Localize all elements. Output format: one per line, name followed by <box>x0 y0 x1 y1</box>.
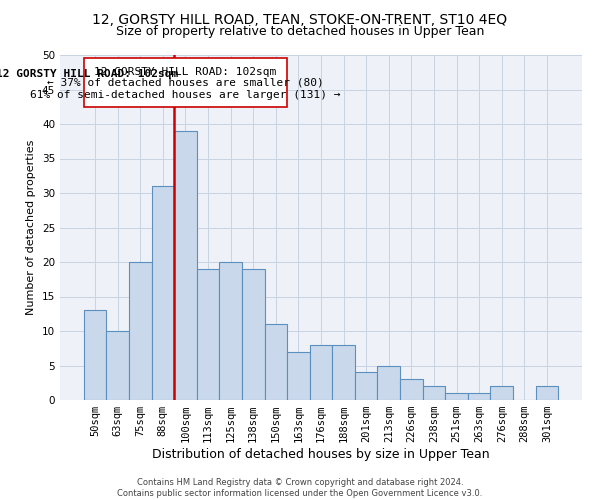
Bar <box>445 393 468 400</box>
Bar <box>536 386 558 400</box>
Text: Size of property relative to detached houses in Upper Tean: Size of property relative to detached ho… <box>116 25 484 38</box>
X-axis label: Distribution of detached houses by size in Upper Tean: Distribution of detached houses by size … <box>152 448 490 461</box>
Bar <box>377 366 400 400</box>
Bar <box>468 393 490 400</box>
Y-axis label: Number of detached properties: Number of detached properties <box>26 140 37 315</box>
Bar <box>84 58 287 107</box>
Bar <box>220 262 242 400</box>
Bar <box>422 386 445 400</box>
Bar <box>242 269 265 400</box>
Text: 61% of semi-detached houses are larger (131) →: 61% of semi-detached houses are larger (… <box>30 90 341 100</box>
Bar <box>287 352 310 400</box>
Bar <box>332 345 355 400</box>
Text: ← 37% of detached houses are smaller (80): ← 37% of detached houses are smaller (80… <box>47 78 324 88</box>
Bar <box>265 324 287 400</box>
Bar <box>129 262 152 400</box>
Bar <box>84 310 106 400</box>
Bar <box>490 386 513 400</box>
Text: 12 GORSTY HILL ROAD: 102sqm: 12 GORSTY HILL ROAD: 102sqm <box>94 67 277 77</box>
Text: 12 GORSTY HILL ROAD: 102sqm: 12 GORSTY HILL ROAD: 102sqm <box>0 69 178 79</box>
Bar <box>174 131 197 400</box>
Bar <box>310 345 332 400</box>
Bar <box>152 186 174 400</box>
Bar <box>197 269 220 400</box>
Text: 12, GORSTY HILL ROAD, TEAN, STOKE-ON-TRENT, ST10 4EQ: 12, GORSTY HILL ROAD, TEAN, STOKE-ON-TRE… <box>92 12 508 26</box>
Bar <box>355 372 377 400</box>
Bar <box>400 380 422 400</box>
Text: Contains HM Land Registry data © Crown copyright and database right 2024.
Contai: Contains HM Land Registry data © Crown c… <box>118 478 482 498</box>
Bar <box>106 331 129 400</box>
